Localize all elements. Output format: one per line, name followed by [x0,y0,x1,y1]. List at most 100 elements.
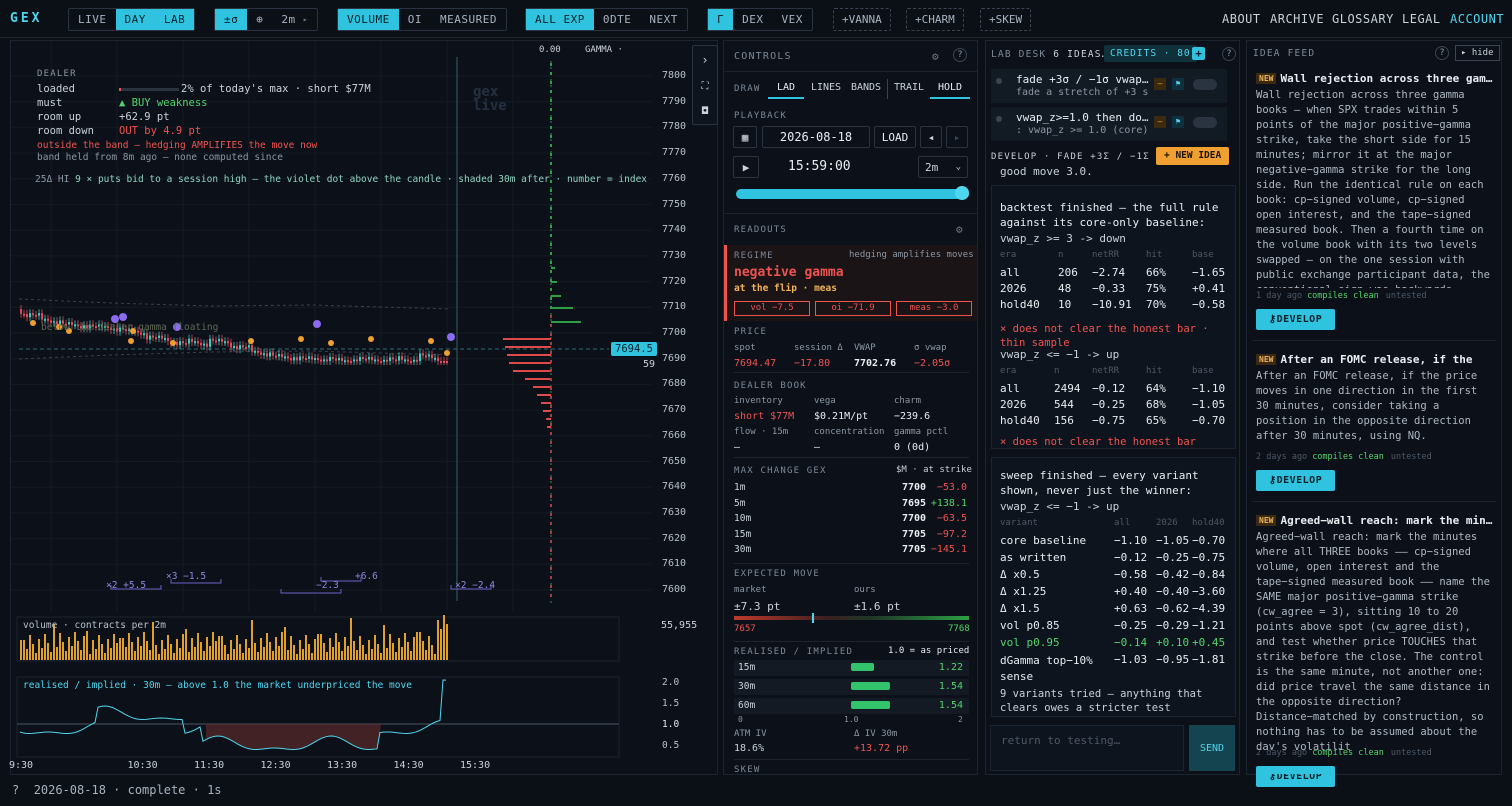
camera-icon[interactable]: ◘ [701,106,709,117]
nav-glossary[interactable]: GLOSSARY [1332,12,1394,26]
mc-horizon: 15m [734,528,752,540]
feed-item-title[interactable]: NEW After an FOMC release, if the [1256,353,1473,366]
sigma-toggle[interactable]: ±σ [215,9,248,30]
regime-card: REGIME hedging amplifies moves negative … [724,245,977,321]
target-icon[interactable]: ⊕ [256,13,264,26]
idea-orange-button[interactable]: – [1154,78,1166,90]
time-tick: 14:30 [393,760,424,771]
add-credits-button[interactable]: + [1192,47,1205,60]
candle-body [431,354,433,359]
gear-icon[interactable]: ⚙ [932,50,939,63]
candle-body [377,359,379,362]
draw-hold[interactable]: HOLD [930,79,970,99]
gamma-tick [550,468,552,471]
chart-side-tools: › ⛶ ◘ [692,45,718,125]
step-back-button[interactable]: ◂ [920,126,942,148]
mode-day[interactable]: DAY [115,9,155,30]
idea-row[interactable] [991,107,1227,141]
exp-next[interactable]: NEXT [649,13,678,26]
candle-body [278,354,280,357]
expand-icon[interactable]: ⛶ [701,81,709,92]
book-measured[interactable]: MEASURED [440,13,497,26]
idea-toggle[interactable] [1193,117,1217,128]
help-icon[interactable]: ? [1435,46,1449,60]
table-cell: 544 [1054,398,1074,411]
new-badge: NEW [1256,73,1277,84]
chevron-right-icon[interactable]: › [701,53,709,67]
draw-lines[interactable]: LINES [810,82,842,93]
table-header: hold40 [1192,518,1225,528]
add-vanna-button[interactable]: +VANNA [833,8,891,31]
volume-bar [98,635,100,660]
new-idea-button[interactable]: + NEW IDEA [1156,147,1230,165]
flag-icon[interactable]: ⚑ [1172,116,1184,128]
develop-button[interactable]: ⚷ DEVELOP [1256,309,1335,330]
load-button[interactable]: LOAD [874,126,916,148]
drag-handle-icon[interactable] [996,116,1002,122]
help-icon[interactable]: ? [953,48,967,62]
send-button[interactable]: SEND [1189,725,1235,771]
exp-all[interactable]: ALL EXP [526,9,594,30]
volume-bar [176,639,178,660]
greek-switch: Γ DEX VEX [707,8,813,31]
nav-about[interactable]: ABOUT [1222,12,1261,26]
gamma-tick [550,72,552,75]
slider-handle[interactable] [955,186,969,200]
mode-live[interactable]: LIVE [78,13,107,26]
interval-select[interactable]: 2m ▸ [281,13,309,26]
nav-archive[interactable]: ARCHIVE [1270,12,1325,26]
gamma-tick [550,297,552,300]
flag-icon[interactable]: ⚑ [1172,78,1184,90]
nav-account[interactable]: ACCOUNT [1450,12,1505,26]
volume-bar [20,640,22,660]
exp-0dte[interactable]: 0DTE [602,13,632,26]
feed-item-title[interactable]: NEW Agreed−wall reach: mark the min… [1256,514,1492,527]
help-icon[interactable]: ? [12,783,20,797]
price-tick: 7600 [662,584,687,595]
price-chart[interactable] [11,41,719,776]
speed-select[interactable]: 2m ⌄ [918,156,968,178]
book-oi[interactable]: OI [407,13,422,26]
table-cell: −3.60 [1192,585,1226,598]
draw-trail[interactable]: TRAIL [893,82,925,93]
step-forward-button[interactable]: ▸ [946,126,968,148]
develop-button[interactable]: ⚷ DEVELOP [1256,470,1335,491]
chat-input[interactable]: return to testing… [990,725,1184,771]
feed-item-title[interactable]: NEW Wall rejection across three gam… [1256,72,1492,85]
greek-gamma[interactable]: Γ [708,9,734,30]
greek-dex[interactable]: DEX [742,13,764,26]
playback-slider[interactable] [736,189,969,199]
help-icon[interactable]: ? [1222,47,1236,61]
volume-bar [245,639,247,660]
develop-button[interactable] [1256,768,1335,774]
mode-lab[interactable]: LAB [154,9,195,30]
idea-row[interactable] [991,69,1227,103]
drag-handle-icon[interactable] [996,78,1002,84]
add-charm-button[interactable]: +CHARM [906,8,964,31]
candle-body [95,326,97,328]
nav-legal[interactable]: LEGAL [1402,12,1441,26]
candle-body [371,357,373,361]
price-tick: 7610 [662,558,687,570]
idea-toggle[interactable] [1193,79,1217,90]
volume-bar [107,639,109,660]
draw-bands[interactable]: BANDS [850,82,882,93]
calendar-icon[interactable]: ▦ [733,126,757,148]
date-input[interactable]: 2026-08-18 [762,126,870,148]
table-cell: −0.25 [1092,398,1126,411]
gamma-tick [550,549,552,552]
credits-badge: CREDITS · 80 [1104,45,1197,62]
add-skew-button[interactable]: +SKEW [980,8,1032,31]
idea-orange-button[interactable]: – [1154,116,1166,128]
volume-bar [101,644,103,660]
play-button[interactable]: ▶ [733,156,759,178]
gear-icon[interactable]: ⚙ [956,223,963,236]
greek-vex[interactable]: VEX [781,13,803,26]
volume-bar [185,629,187,660]
hide-feed-button[interactable]: ▸ hide [1455,45,1500,61]
book-head: flow · 15m [734,427,789,437]
book-volume[interactable]: VOLUME [338,9,399,30]
draw-lad[interactable]: LAD [768,79,804,99]
volume-bar [371,649,373,660]
ri-deficit-area [206,724,381,750]
